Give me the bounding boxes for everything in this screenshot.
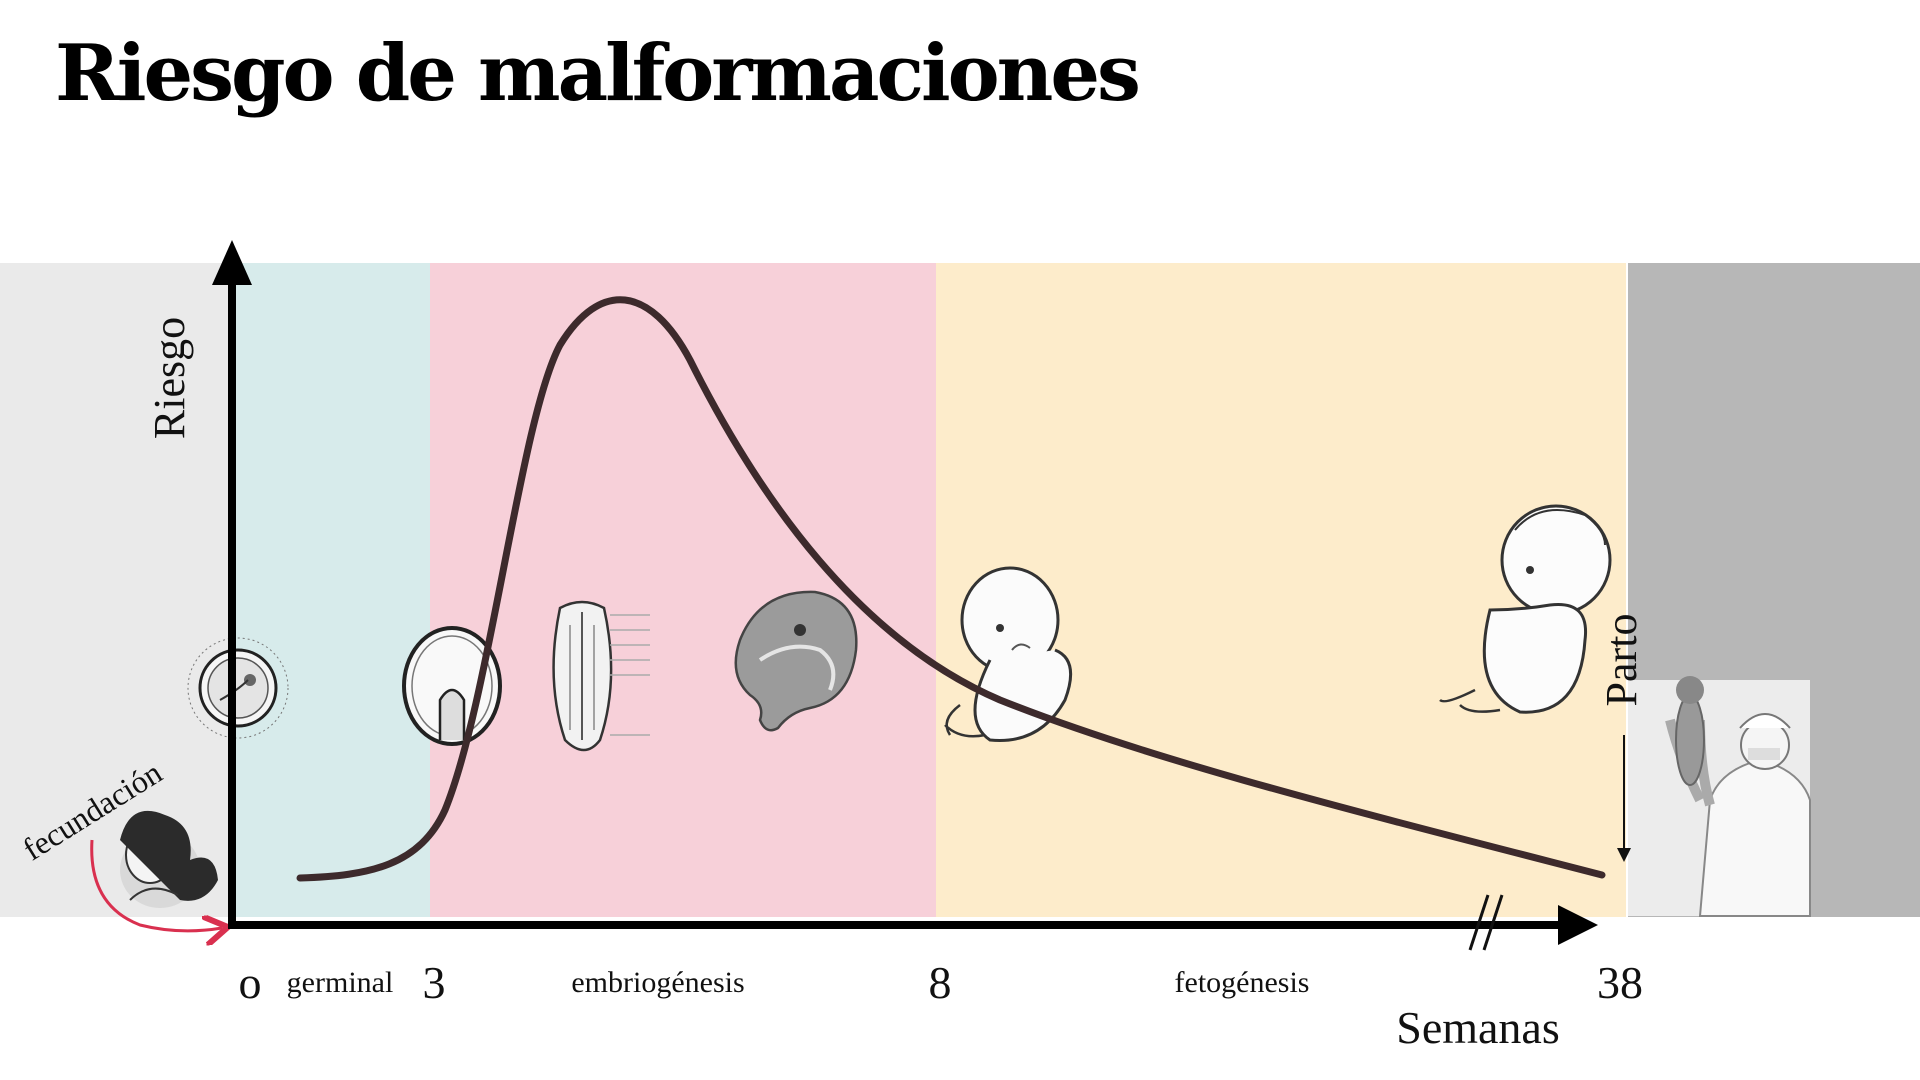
x-tick-labels: o 3 8 38 [239,957,1644,1008]
x-axis-label: Semanas [1396,1002,1560,1053]
phase-band-0 [236,263,430,917]
phase-label-1: embriogénesis [571,966,744,999]
x-tick-label-2: 8 [929,957,952,1008]
chart-title: Riesgo de malformaciones [55,28,1141,119]
risk-curve [296,296,1606,882]
bg-before [0,263,228,917]
phase-label-2: fetogénesis [1175,966,1310,999]
fetus-term-icon [1439,504,1612,714]
phase-bands [236,263,1626,917]
embryo-week6-icon [734,590,858,732]
parto-label: Parto [1597,614,1646,707]
axis-break-mark [1468,894,1504,951]
phase-band-1 [430,263,936,917]
x-tick-label-1: 3 [423,957,446,1008]
fecundacion-arrow [90,839,222,931]
x-tick-label-3: 38 [1597,957,1643,1008]
x-tick-label-0: o [239,957,262,1008]
phase-label-0: germinal [287,966,394,999]
y-axis-label: Riesgo [145,317,194,439]
ovum-icon [187,637,289,739]
x-axis-arrow [1558,905,1598,945]
y-axis-arrow [212,240,252,285]
doctor-newborn-icon [1628,676,1811,917]
embryo-icon [552,600,650,752]
parto-arrow [1617,848,1631,862]
couple-illustration-icon [120,810,218,908]
phase-labels: germinal embriogénesis fetogénesis [287,966,1310,999]
